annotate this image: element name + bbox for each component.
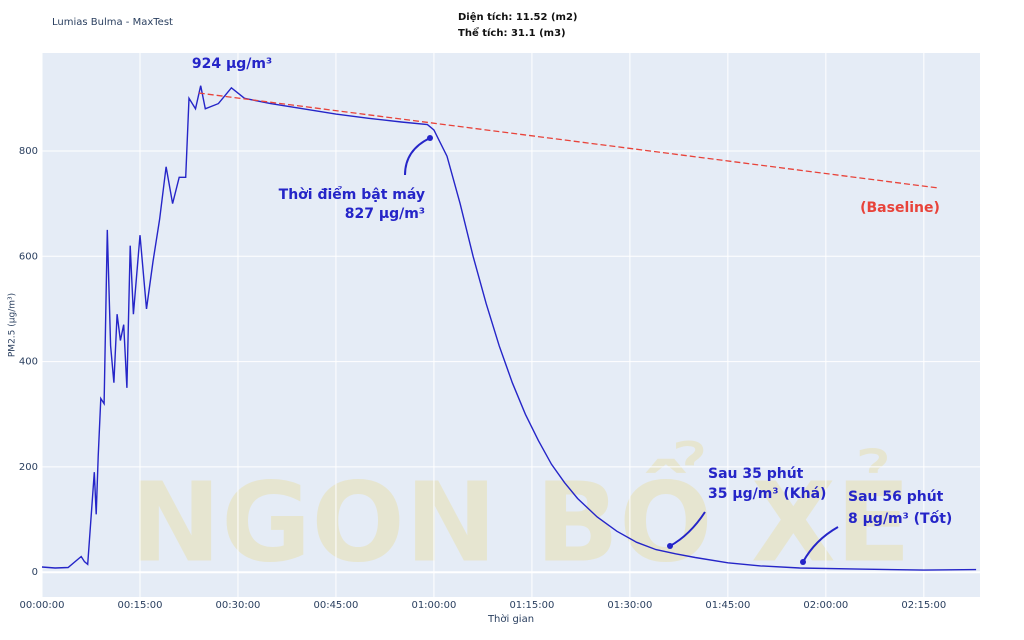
annotation: Sau 56 phút	[848, 489, 944, 505]
x-tick-label: 02:00:00	[803, 600, 848, 611]
y-tick-label: 0	[32, 567, 38, 578]
arrow-head	[667, 543, 673, 549]
watermark: NGON BỔ XẺ	[129, 439, 911, 586]
baseline-label: (Baseline)	[860, 200, 940, 216]
arrow-head	[427, 135, 433, 141]
y-tick-label: 400	[19, 357, 38, 368]
y-tick-label: 800	[19, 146, 38, 157]
annotation: 827 μg/m³	[345, 206, 425, 222]
x-tick-label: 00:45:00	[313, 600, 358, 611]
annotation: Sau 35 phút	[708, 466, 804, 482]
y-tick-label: 600	[19, 251, 38, 262]
x-tick-label: 00:00:00	[20, 600, 65, 611]
annotation-arrow	[404, 137, 431, 176]
annotation: Thời điểm bật máy	[279, 186, 425, 203]
subtitle: Thể tích: 31.1 (m3)	[458, 26, 566, 39]
annotation-arrow	[669, 511, 706, 547]
annotation: 924 μg/m³	[192, 56, 272, 72]
x-tick-label: 01:15:00	[509, 600, 554, 611]
x-tick-label: 01:45:00	[705, 600, 750, 611]
annotation-arrow	[802, 526, 839, 563]
subtitle: Diện tích: 11.52 (m2)	[458, 11, 577, 23]
annotation: 8 μg/m³ (Tốt)	[848, 510, 952, 527]
x-axis-label: Thời gian	[487, 613, 534, 625]
chart-title: Lumias Bulma - MaxTest	[52, 17, 173, 28]
y-axis-label: PM2.5 (μg/m³)	[8, 293, 18, 357]
plot-area	[42, 53, 980, 597]
y-tick-label: 200	[19, 462, 38, 473]
x-tick-label: 02:15:00	[901, 600, 946, 611]
data-line	[41, 85, 977, 571]
x-tick-label: 00:30:00	[216, 600, 261, 611]
baseline-line	[198, 92, 937, 189]
x-tick-label: 00:15:00	[118, 600, 163, 611]
x-tick-label: 01:30:00	[607, 600, 652, 611]
annotation: 35 μg/m³ (Khá)	[708, 486, 826, 502]
arrow-head	[800, 559, 806, 565]
x-tick-label: 01:00:00	[411, 600, 456, 611]
